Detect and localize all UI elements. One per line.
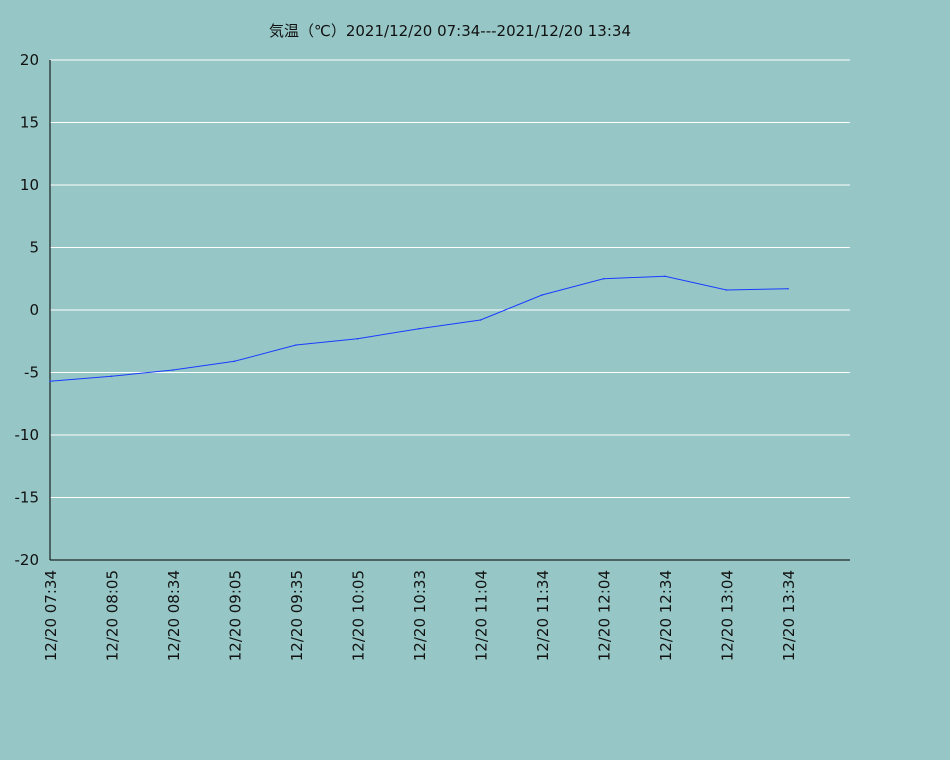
data-point xyxy=(725,289,728,291)
y-tick-label: -5 xyxy=(24,364,39,382)
y-tick-label: 15 xyxy=(20,114,39,132)
x-tick-label: 12/20 07:34 xyxy=(42,570,60,661)
y-tick-label: 5 xyxy=(29,239,39,257)
data-point xyxy=(602,277,605,280)
x-tick-label: 12/20 13:04 xyxy=(719,570,737,661)
x-tick-label: 12/20 12:34 xyxy=(657,570,675,661)
y-tick-label: 10 xyxy=(20,176,39,194)
x-tick-label: 12/20 09:35 xyxy=(288,570,306,661)
y-tick-label: 20 xyxy=(20,51,39,69)
data-point xyxy=(541,294,543,296)
x-tick-label: 12/20 08:34 xyxy=(165,570,183,661)
x-tick-labels: 12/20 07:34 12/20 08:05 12/20 08:34 12/20 0… xyxy=(42,570,798,661)
x-tick-label: 12/20 10:33 xyxy=(411,570,429,661)
data-point xyxy=(664,275,666,278)
x-tick-label: 12/20 10:05 xyxy=(350,570,368,661)
y-tick-label: -10 xyxy=(15,426,40,444)
data-point xyxy=(787,287,789,290)
data-point xyxy=(418,327,420,330)
x-tick-label: 12/20 12:04 xyxy=(596,570,614,661)
axes xyxy=(49,60,850,561)
grid-lines xyxy=(50,59,850,498)
data-point xyxy=(172,369,174,371)
series-group xyxy=(49,275,789,383)
y-tick-label: -15 xyxy=(15,489,40,507)
data-point xyxy=(49,380,51,383)
y-tick-label: 0 xyxy=(29,301,39,319)
x-tick-label: 12/20 13:34 xyxy=(780,570,798,661)
data-point xyxy=(479,319,482,321)
x-tick-label: 12/20 09:05 xyxy=(227,570,245,661)
x-tick-label: 12/20 11:34 xyxy=(534,570,552,661)
data-point xyxy=(233,360,236,363)
x-tick-label: 12/20 08:05 xyxy=(104,570,122,661)
chart-title: 気温（℃）2021/12/20 07:34---2021/12/20 13:34 xyxy=(269,22,631,40)
y-tick-labels: 20 15 10 5 0 -5 -10 -15 -20 xyxy=(15,51,40,569)
data-point xyxy=(110,375,113,378)
y-tick-label: -20 xyxy=(15,551,40,569)
x-tick-label: 12/20 11:04 xyxy=(473,570,491,661)
data-point xyxy=(295,344,297,346)
data-point xyxy=(356,337,359,340)
